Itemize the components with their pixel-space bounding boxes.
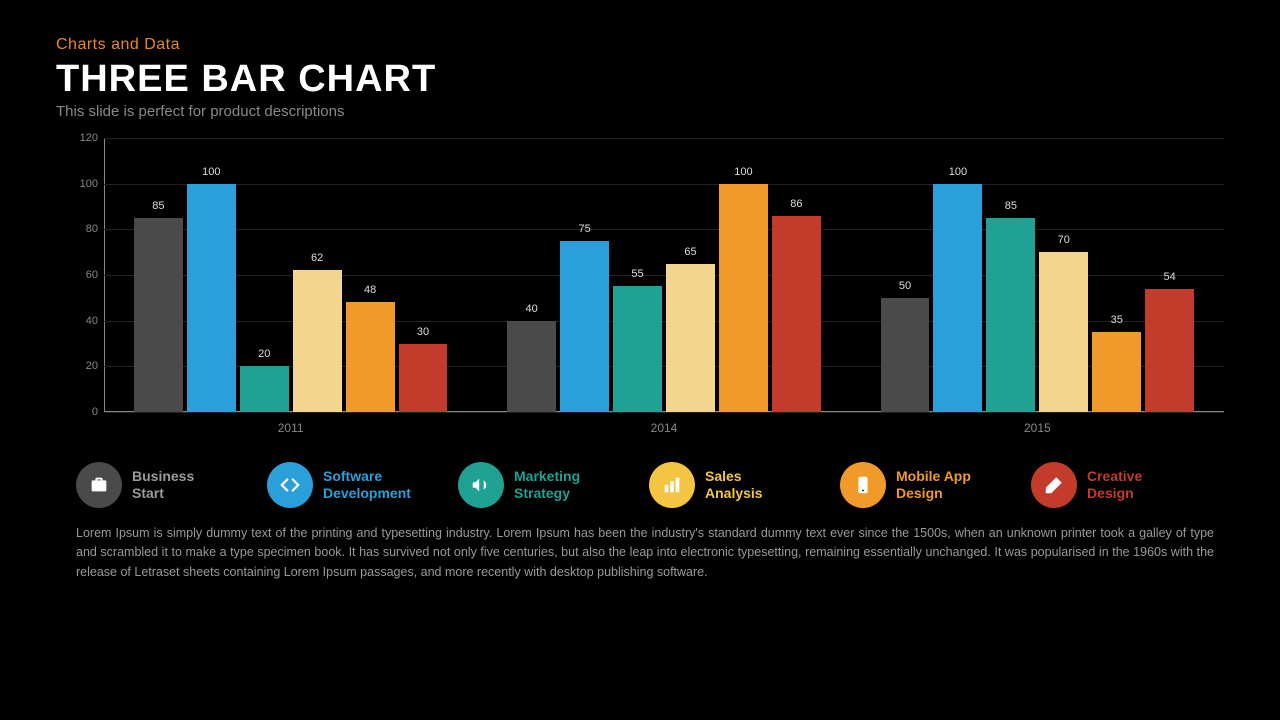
- y-tick: 60: [86, 269, 98, 281]
- bar: 40: [507, 321, 556, 412]
- bar-value-label: 62: [311, 252, 323, 264]
- legend-item: SalesAnalysis: [649, 462, 832, 508]
- legend-item: Mobile AppDesign: [840, 462, 1023, 508]
- legend-label: Mobile AppDesign: [896, 468, 971, 503]
- briefcase-icon: [76, 462, 122, 508]
- x-tick-label: 2015: [851, 418, 1224, 438]
- page-title: THREE BAR CHART: [56, 58, 1224, 101]
- bar: 70: [1039, 252, 1088, 412]
- legend-item: MarketingStrategy: [458, 462, 641, 508]
- bar-value-label: 55: [631, 268, 643, 280]
- megaphone-icon: [458, 462, 504, 508]
- bar-value-label: 50: [899, 280, 911, 292]
- y-tick: 80: [86, 223, 98, 235]
- y-tick: 20: [86, 360, 98, 372]
- bar: 85: [986, 218, 1035, 412]
- bar-value-label: 100: [202, 166, 220, 178]
- brush-icon: [1031, 462, 1077, 508]
- bar-value-label: 100: [949, 166, 967, 178]
- bar-value-label: 70: [1058, 234, 1070, 246]
- bar-value-label: 75: [578, 223, 590, 235]
- body-text: Lorem Ipsum is simply dummy text of the …: [76, 524, 1214, 582]
- bar: 50: [881, 298, 930, 412]
- legend-label: MarketingStrategy: [514, 468, 580, 503]
- bar-value-label: 30: [417, 326, 429, 338]
- bar: 86: [772, 216, 821, 412]
- slide: Charts and Data THREE BAR CHART This sli…: [0, 0, 1280, 720]
- bar: 20: [240, 366, 289, 412]
- bar-value-label: 40: [526, 303, 538, 315]
- bar-value-label: 85: [152, 200, 164, 212]
- bar: 30: [399, 344, 448, 413]
- bar: 62: [293, 270, 342, 412]
- y-tick: 100: [80, 178, 98, 190]
- legend: BusinessStart SoftwareDevelopment Marketin…: [76, 462, 1214, 508]
- bar-value-label: 65: [684, 246, 696, 258]
- bar: 100: [187, 184, 236, 412]
- bar: 35: [1092, 332, 1141, 412]
- legend-label: SoftwareDevelopment: [323, 468, 411, 503]
- bar-value-label: 48: [364, 284, 376, 296]
- pretitle: Charts and Data: [56, 36, 1224, 54]
- bars-icon: [649, 462, 695, 508]
- bar: 55: [613, 286, 662, 412]
- bar: 100: [933, 184, 982, 412]
- bars: 8510020624830: [134, 138, 448, 412]
- legend-item: SoftwareDevelopment: [267, 462, 450, 508]
- subtitle: This slide is perfect for product descri…: [56, 103, 1224, 120]
- bars: 5010085703554: [881, 138, 1195, 412]
- bar-value-label: 20: [258, 348, 270, 360]
- bar: 75: [560, 241, 609, 412]
- y-tick: 40: [86, 315, 98, 327]
- y-axis: 020406080100120: [76, 138, 104, 412]
- bar-value-label: 54: [1164, 271, 1176, 283]
- bar-group: 50100857035542015: [851, 138, 1224, 438]
- bar-value-label: 100: [734, 166, 752, 178]
- legend-item: CreativeDesign: [1031, 462, 1214, 508]
- bar-value-label: 85: [1005, 200, 1017, 212]
- bar: 85: [134, 218, 183, 412]
- code-icon: [267, 462, 313, 508]
- x-tick-label: 2011: [104, 418, 477, 438]
- bar: 54: [1145, 289, 1194, 412]
- bar: 100: [719, 184, 768, 412]
- legend-label: CreativeDesign: [1087, 468, 1142, 503]
- bar-value-label: 35: [1111, 314, 1123, 326]
- bar-group: 85100206248302011: [104, 138, 477, 438]
- bar: 48: [346, 302, 395, 412]
- bars: 4075556510086: [507, 138, 821, 412]
- bar-chart: 020406080100120 851002062483020114075556…: [76, 138, 1224, 438]
- bar: 65: [666, 264, 715, 412]
- bar-groups: 8510020624830201140755565100862014501008…: [104, 138, 1224, 438]
- y-tick: 0: [92, 406, 98, 418]
- phone-icon: [840, 462, 886, 508]
- x-tick-label: 2014: [477, 418, 850, 438]
- legend-label: BusinessStart: [132, 468, 194, 503]
- legend-item: BusinessStart: [76, 462, 259, 508]
- legend-label: SalesAnalysis: [705, 468, 763, 503]
- bar-group: 40755565100862014: [477, 138, 850, 438]
- y-tick: 120: [80, 132, 98, 144]
- bar-value-label: 86: [790, 198, 802, 210]
